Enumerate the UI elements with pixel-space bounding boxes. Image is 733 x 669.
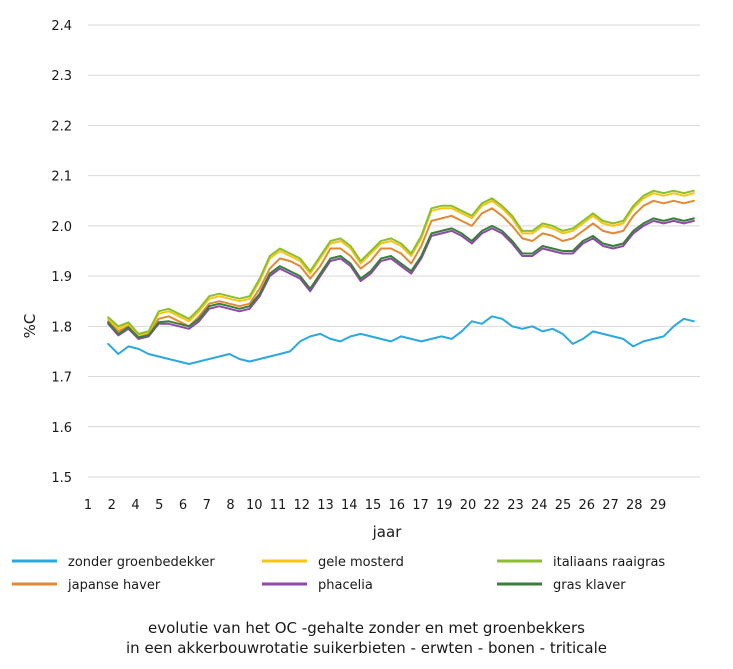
line-chart: 1.51.61.71.81.92.02.12.22.32.4 1 2 4 5 6 7 8 10… xyxy=(12,19,700,593)
x-tick-label: 28 xyxy=(626,498,643,513)
y-tick-label: 1.6 xyxy=(51,421,72,436)
caption-line-1: evolutie van het OC -gehalte zonder en m… xyxy=(148,619,585,637)
series-line-gele-mosterd xyxy=(107,192,695,337)
series-line-phacelia xyxy=(107,219,695,340)
y-tick-label: 1.5 xyxy=(51,471,72,486)
series-line-zonder-groenbedekker xyxy=(107,315,695,365)
x-tick-label: 23 xyxy=(507,498,524,513)
x-tick-label: 8 xyxy=(226,498,234,513)
x-tick-label: 13 xyxy=(317,498,334,513)
series-lines xyxy=(107,189,695,365)
x-axis-ticks: 1 2 4 5 6 7 8 10 11 12 13 14 15 16 17 19 20 22 23 24 25 26 27 2… xyxy=(84,498,666,513)
x-axis-label: jaar xyxy=(372,523,403,541)
caption-line-2: in een akkerbouwrotatie suikerbieten - e… xyxy=(126,639,607,657)
legend-label: gele mosterd xyxy=(318,555,404,570)
y-tick-label: 2.3 xyxy=(51,69,72,84)
x-tick-label: 12 xyxy=(293,498,310,513)
y-tick-label: 2.0 xyxy=(51,220,72,235)
y-tick-label: 1.8 xyxy=(51,320,72,335)
legend-label: japanse haver xyxy=(67,578,161,593)
x-tick-label: 6 xyxy=(179,498,187,513)
y-axis-label: %C xyxy=(21,314,39,339)
x-tick-label: 24 xyxy=(531,498,548,513)
y-tick-label: 1.9 xyxy=(51,270,72,285)
x-tick-label: 10 xyxy=(246,498,263,513)
x-tick-label: 26 xyxy=(578,498,595,513)
legend-label: gras klaver xyxy=(553,578,626,593)
series-line-japanse-haver xyxy=(107,199,695,338)
x-tick-label: 17 xyxy=(412,498,429,513)
x-tick-label: 27 xyxy=(602,498,619,513)
x-tick-label: 7 xyxy=(203,498,211,513)
series-line-gras-klaver xyxy=(107,217,695,339)
x-tick-label: 14 xyxy=(341,498,358,513)
x-tick-label: 1 xyxy=(84,498,92,513)
x-tick-label: 5 xyxy=(155,498,163,513)
legend-label: italiaans raaigras xyxy=(553,555,665,570)
x-tick-label: 22 xyxy=(483,498,500,513)
x-tick-label: 11 xyxy=(270,498,287,513)
x-tick-label: 25 xyxy=(555,498,572,513)
x-tick-label: 29 xyxy=(650,498,667,513)
y-tick-label: 1.7 xyxy=(51,371,72,386)
legend-label: phacelia xyxy=(318,578,373,593)
y-tick-label: 2.4 xyxy=(51,19,72,34)
y-tick-label: 2.1 xyxy=(51,170,72,185)
chart-caption: evolutie van het OC -gehalte zonder en m… xyxy=(0,618,733,658)
legend-label: zonder groenbedekker xyxy=(68,555,215,570)
x-tick-label: 20 xyxy=(460,498,477,513)
x-tick-label: 19 xyxy=(436,498,453,513)
x-tick-label: 16 xyxy=(388,498,405,513)
y-tick-label: 2.2 xyxy=(51,119,72,134)
x-tick-label: 2 xyxy=(108,498,116,513)
x-tick-label: 4 xyxy=(131,498,139,513)
y-axis-ticks: 1.5 1.6 1.7 1.8 1.9 2.0 2.1 2.2 2.3 2.4 xyxy=(51,19,72,486)
x-tick-label: 15 xyxy=(365,498,382,513)
legend: zonder groenbedekker gele mosterd italiaan… xyxy=(12,555,665,593)
series-line-italiaans-raaigras xyxy=(107,189,695,335)
